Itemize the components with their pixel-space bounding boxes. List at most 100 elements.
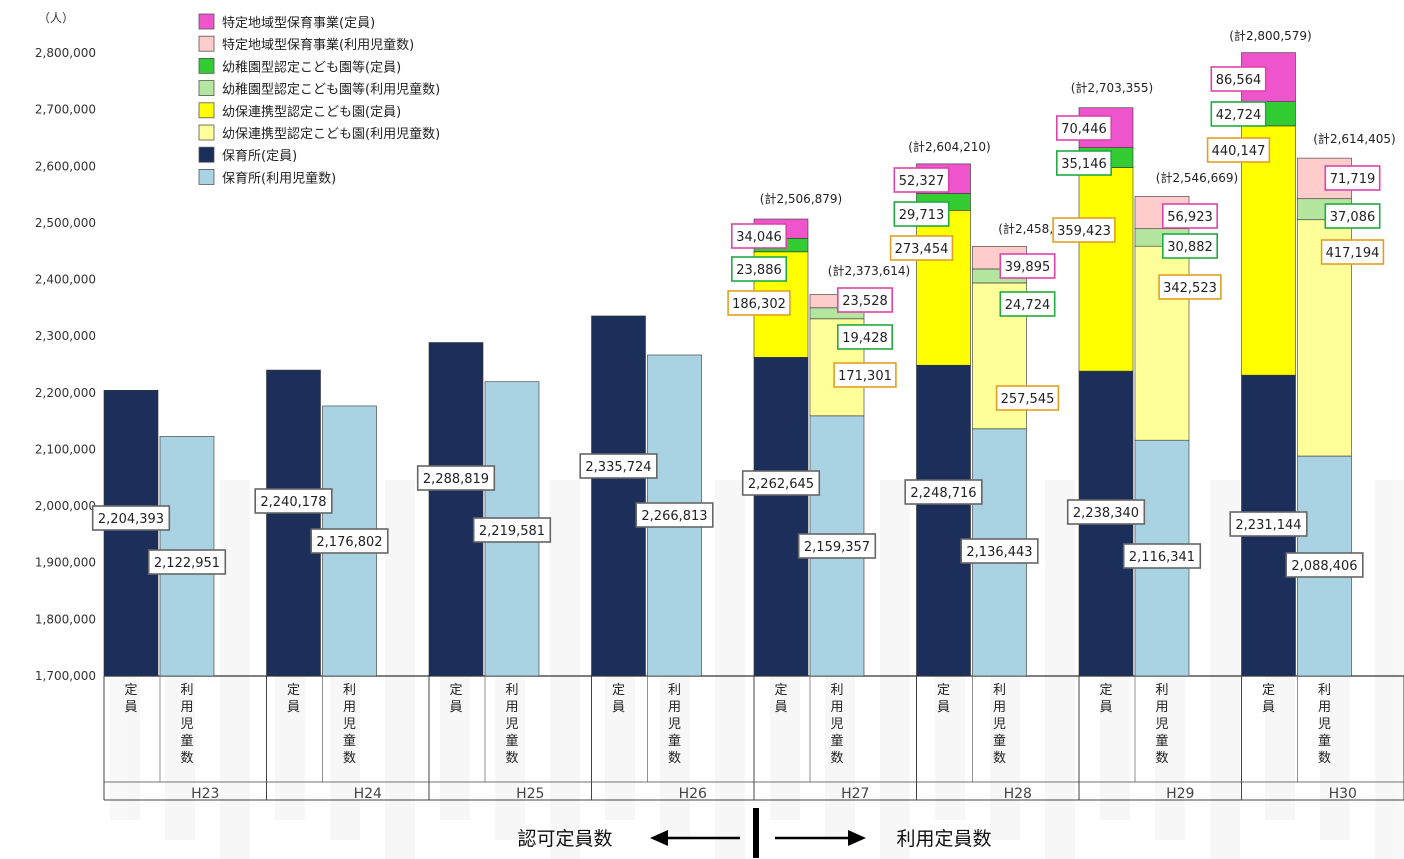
value-label-yochi_r: 37,086 [1324,203,1381,229]
legend-swatch [198,102,215,119]
group-year-label: H29 [1166,786,1194,802]
value-label-yochi_t-text: 35,146 [1061,157,1107,172]
value-label-hoiku_t: 2,335,724 [579,453,658,479]
y-tick-label: 2,800,000 [35,46,96,60]
value-label-tokutei_r: 23,528 [836,287,893,313]
value-label-yochi_r-text: 24,724 [1005,298,1051,313]
group-year-label: H28 [1004,786,1032,802]
group-year-label: H25 [516,786,544,802]
value-label-hoiku_t: 2,231,144 [1229,511,1308,537]
value-label-tokutei_t: 52,327 [893,167,950,193]
bar-category-label: 定 [1262,683,1275,698]
value-label-hoiku_r-box [310,528,389,554]
bar-category-label: 員 [124,700,137,715]
group-year-label: H30 [1329,786,1357,802]
value-label-hoiku_t: 2,238,340 [1066,499,1146,525]
y-tick-label: 1,900,000 [35,556,96,570]
value-label-yochi_r-text: 19,428 [842,331,888,346]
value-label-yoho_t-box [889,235,954,261]
bar-category-label: 定 [124,683,137,698]
legend-swatch [198,35,215,52]
value-label-hoiku_r: 2,159,357 [797,533,877,559]
value-label-yochi_t-box [730,256,787,282]
value-label-yoho_r: 417,194 [1320,239,1385,265]
bar-category-label: 児 [180,717,193,732]
legend: 特定地域型保育事業(定員) 特定地域型保育事業(利用児童数) 幼稚園型認定こども園等… [198,13,440,186]
value-label-yoho_r-text: 417,194 [1326,246,1380,261]
value-label-yochi_r-text: 37,086 [1330,210,1376,225]
value-label-tokutei_t-text: 52,327 [899,174,945,189]
value-label-tokutei_r-box [999,253,1056,279]
value-label-hoiku_t-box [1066,499,1146,525]
bar-category-label: 児 [343,717,356,732]
footer-right-label: 利用定員数 [896,828,991,850]
value-label-yochi_t: 35,146 [1056,150,1113,176]
value-label-yochi_r: 30,882 [1162,233,1219,259]
total-label: (計2,604,210) [908,139,990,154]
value-label-hoiku_r-text: 2,116,341 [1129,550,1195,565]
value-label-hoiku_r: 2,136,443 [960,538,1039,564]
value-label-tokutei_r-text: 39,895 [1005,260,1051,275]
footer-annotation: 認可定員数 利用定員数 [517,808,992,858]
bar-segment-H23-hoiku_t [103,390,159,677]
y-tick-label: 2,300,000 [35,329,96,343]
value-label-hoiku_r: 2,122,951 [147,549,227,575]
left-arrow-head [650,830,668,846]
value-label-tokutei_r-box [836,287,893,313]
y-tick-label: 2,400,000 [35,273,96,287]
value-label-yoho_t-text: 440,147 [1212,144,1266,159]
y-tick-label: 2,000,000 [35,499,96,513]
legend-swatch [198,124,215,141]
value-label-yoho_t-box [1206,137,1271,163]
legend-swatch [198,146,215,163]
total-label: (計2,373,614) [828,263,910,278]
bar-category-label: 用 [1155,700,1168,715]
total-label: (計2,800,579) [1229,28,1311,43]
bar-category-label: 数 [993,751,1006,766]
bar-category-label: 児 [830,717,843,732]
legend-label: 幼保連携型認定こども園(利用児童数) [222,126,440,142]
value-label-yochi_r-box [999,291,1056,317]
bar-category-label: 童 [1318,733,1331,749]
value-label-hoiku_r: 2,266,813 [635,502,714,528]
value-label-yochi_t-text: 23,886 [736,263,782,278]
total-label: (計2,703,355) [1071,80,1153,95]
bar-category-label: 児 [993,717,1006,732]
value-label-yoho_r-box [1320,239,1385,265]
bar-category-label: 数 [1155,751,1168,766]
value-label-hoiku_r: 2,219,581 [472,517,552,543]
bar-category-label: 利 [1318,683,1331,698]
bar-category-label: 員 [287,700,300,715]
value-label-hoiku_t-box [1229,511,1308,537]
bar-category-label: 利 [180,683,193,698]
value-label-hoiku_t: 2,240,178 [254,488,333,514]
value-label-yochi_r: 19,428 [836,324,893,350]
value-label-hoiku_t-box [91,505,171,531]
bar-category-label: 用 [180,700,193,715]
value-label-hoiku_t: 2,248,716 [904,479,983,505]
value-label-hoiku_t: 2,288,819 [416,465,496,491]
value-label-tokutei_r-box [1324,165,1381,191]
group-year-label: H27 [841,786,869,802]
bar-segment-H26-hoiku_t [591,315,646,677]
legend-label: 保育所(定員) [222,148,297,164]
value-label-tokutei_r-text: 23,528 [842,294,888,309]
bar-category-label: 定 [449,683,462,698]
bar-category-label: 数 [830,751,843,766]
legend-label: 幼稚園型認定こども園等(利用児童数) [222,82,440,98]
value-label-hoiku_t-text: 2,248,716 [910,486,976,501]
value-label-yochi_t-box [893,201,950,227]
value-label-yochi_t-text: 29,713 [899,208,945,223]
value-label-yoho_t-text: 273,454 [895,242,949,257]
bar-category-label: 児 [505,717,518,732]
right-arrow-head [848,830,866,846]
value-label-hoiku_t-text: 2,204,393 [98,512,164,527]
value-label-tokutei_t-box [893,167,950,193]
value-label-yochi_t-text: 42,724 [1216,108,1262,123]
bar-category-label: 用 [668,700,681,715]
value-label-hoiku_t-box [904,479,983,505]
bar-category-label: 員 [937,700,950,715]
value-label-hoiku_r-box [147,549,227,575]
value-label-hoiku_r-text: 2,219,581 [479,524,545,539]
bar-category-label: 童 [993,733,1006,749]
